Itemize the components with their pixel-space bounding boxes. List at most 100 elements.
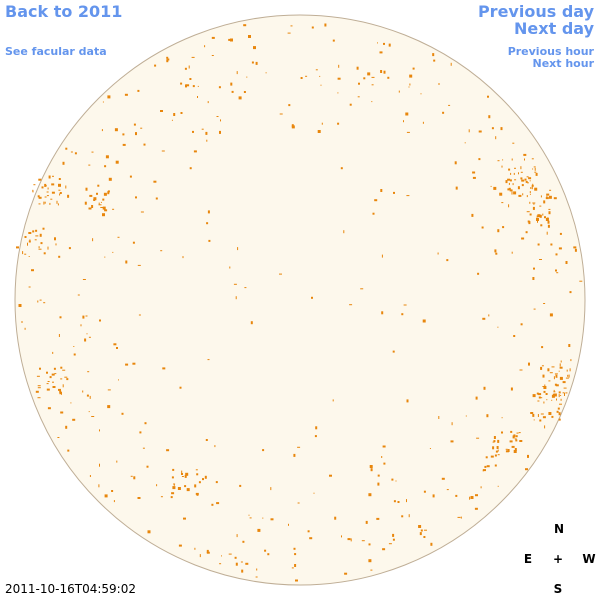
previous-hour-link[interactable]: Previous hour [507,45,594,58]
facula [464,142,466,144]
facula [28,286,31,288]
facula [24,236,27,238]
facula [497,439,500,443]
facula [36,375,40,377]
facula [38,248,42,250]
facula [363,77,366,80]
facula [125,260,128,264]
facula [517,186,520,190]
facula [46,383,49,385]
facula [495,450,498,453]
facula [262,517,264,519]
facula [172,486,176,490]
facula [563,387,567,389]
facula [541,365,544,367]
facula [62,369,66,371]
facula [338,64,340,68]
facula [279,113,283,115]
facula [553,376,555,380]
facula [113,500,115,503]
facula [216,502,220,505]
facula [99,319,101,322]
facular-link[interactable]: See facular data [5,45,107,58]
facula [33,184,36,186]
solar-disk [14,14,586,586]
facula [54,237,56,241]
facula [189,167,192,170]
facula [216,116,219,117]
facula [207,101,209,104]
facula [530,412,534,414]
facula [381,456,383,458]
facula [432,53,435,57]
facula [297,446,301,448]
facula [392,533,395,537]
facula [104,256,106,258]
facula [211,503,214,506]
facula [53,367,56,370]
facula [490,185,492,187]
facula [206,222,209,225]
facula [329,474,332,477]
facula [99,463,100,467]
facula [181,476,184,477]
facula [82,315,85,319]
facula [233,283,237,285]
facula [47,187,49,190]
facula [526,195,528,198]
facula [35,229,38,232]
facula [207,359,210,361]
facula [371,101,373,103]
facula [565,377,569,379]
facula [178,544,182,547]
facula [476,437,480,439]
facula [235,296,237,300]
facula [207,210,210,214]
facula [47,246,49,250]
facula [380,189,383,192]
facula [60,411,64,414]
facula [518,194,522,197]
facula [54,373,57,375]
facula [60,378,63,380]
previous-day-link[interactable]: Previous day [477,2,594,21]
facula [408,86,410,88]
facula [349,304,353,306]
facula [539,214,542,218]
facula [43,201,45,205]
facula [248,35,251,38]
facula [493,436,496,439]
facula [291,567,294,569]
facula [403,304,407,306]
facula [249,517,252,519]
facula [311,296,313,299]
facula [35,235,39,237]
facula [91,205,94,208]
next-day-link[interactable]: Next day [514,19,594,38]
next-hour-link[interactable]: Next hour [532,57,595,70]
facula [16,246,19,249]
back-link[interactable]: Back to 2011 [5,2,123,21]
facula [474,507,478,510]
facula [556,272,559,274]
facula [480,486,482,489]
facula [520,323,523,326]
facula [566,369,568,372]
facula [108,95,110,98]
facula [240,561,243,563]
facula [560,398,562,401]
facula [370,468,373,472]
facula [505,180,508,184]
facula [111,490,114,492]
facula [112,208,115,210]
facula [103,192,107,196]
facula [472,171,476,174]
facula [507,188,510,191]
facula [204,475,207,479]
facula [486,465,490,468]
compass-west: W [582,552,596,566]
facula [160,250,163,252]
facula [171,492,175,495]
facula [74,152,77,155]
facula [70,151,73,153]
